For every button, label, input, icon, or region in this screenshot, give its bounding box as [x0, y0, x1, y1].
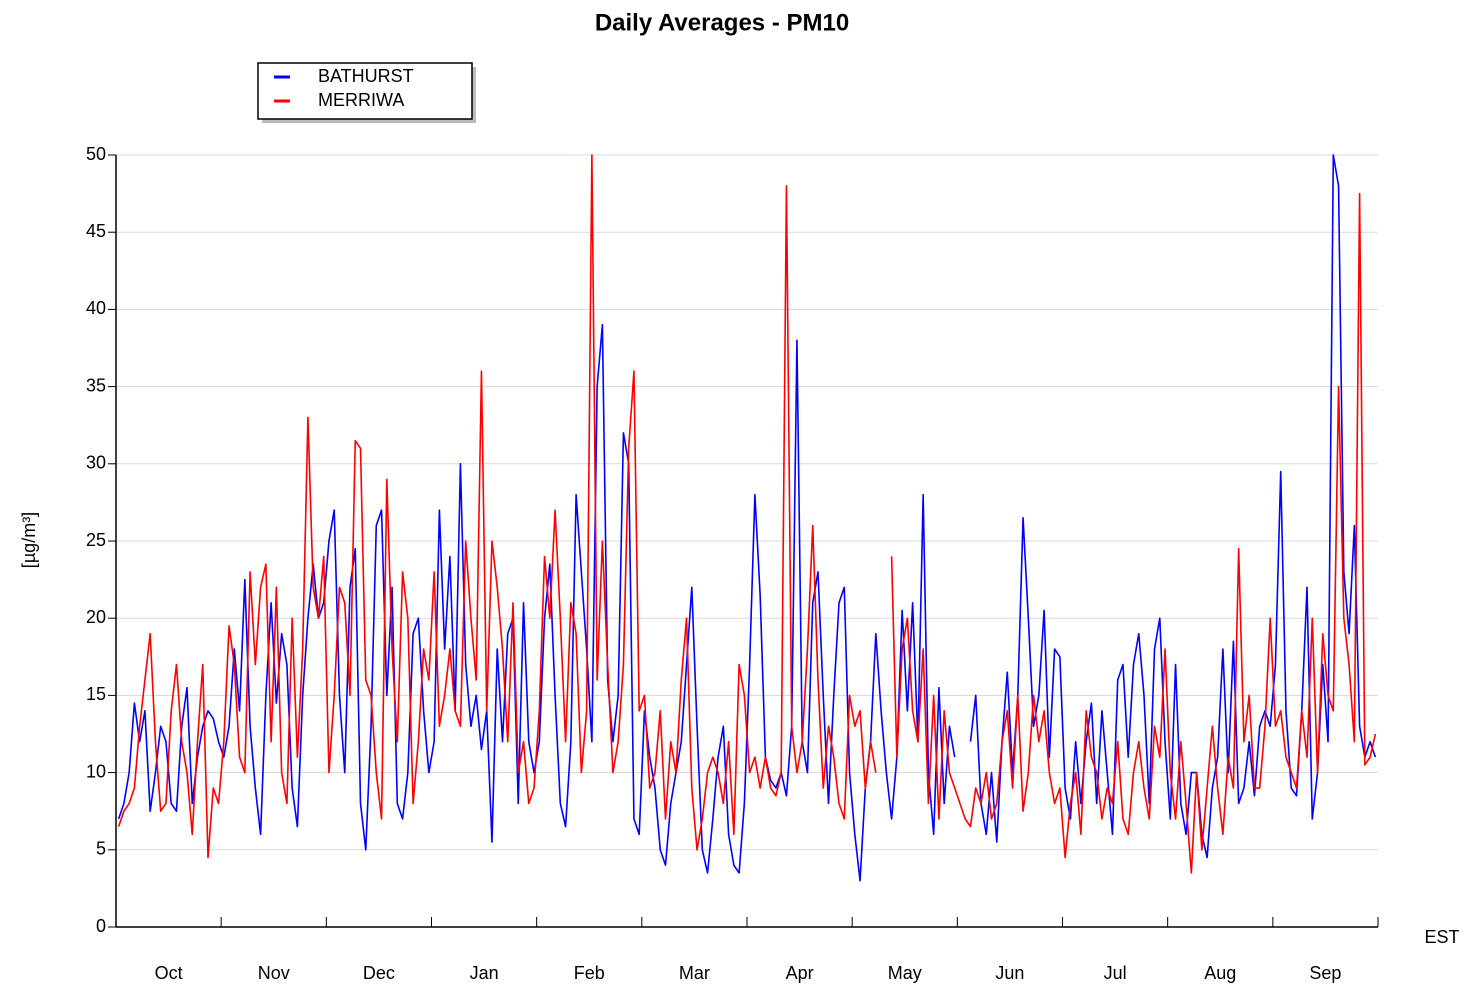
- x-tick-label: Oct: [155, 963, 183, 983]
- x-tick-label: Jun: [995, 963, 1024, 983]
- y-tick-label: 45: [86, 221, 106, 241]
- series-line: [117, 154, 1377, 874]
- y-tick-label: 25: [86, 530, 106, 550]
- legend-label: BATHURST: [318, 66, 414, 86]
- y-tick-label: 40: [86, 298, 106, 318]
- x-tick-label: Jan: [470, 963, 499, 983]
- y-tick-label: 15: [86, 684, 106, 704]
- legend-label: MERRIWA: [318, 90, 404, 110]
- y-tick-label: 10: [86, 761, 106, 781]
- x-tick-label: Sep: [1309, 963, 1341, 983]
- x-tick-label: Mar: [679, 963, 710, 983]
- x-tick-label: Apr: [786, 963, 814, 983]
- x-tick-label: Feb: [574, 963, 605, 983]
- x-tick-label: Jul: [1104, 963, 1127, 983]
- y-tick-label: 35: [86, 375, 106, 395]
- y-axis-label: [µg/m³]: [19, 512, 39, 568]
- y-tick-label: 0: [96, 916, 106, 936]
- x-tick-label: Nov: [258, 963, 290, 983]
- x-axis-label: EST: [1424, 927, 1459, 947]
- y-tick-label: 30: [86, 453, 106, 473]
- x-tick-label: Dec: [363, 963, 395, 983]
- series-line: [117, 154, 1377, 882]
- y-tick-label: 5: [96, 839, 106, 859]
- x-tick-label: Aug: [1204, 963, 1236, 983]
- legend-box: [257, 62, 473, 120]
- chart-title: Daily Averages - PM10: [595, 9, 849, 36]
- x-tick-label: May: [888, 963, 922, 983]
- y-tick-label: 20: [86, 607, 106, 627]
- y-tick-label: 50: [86, 144, 106, 164]
